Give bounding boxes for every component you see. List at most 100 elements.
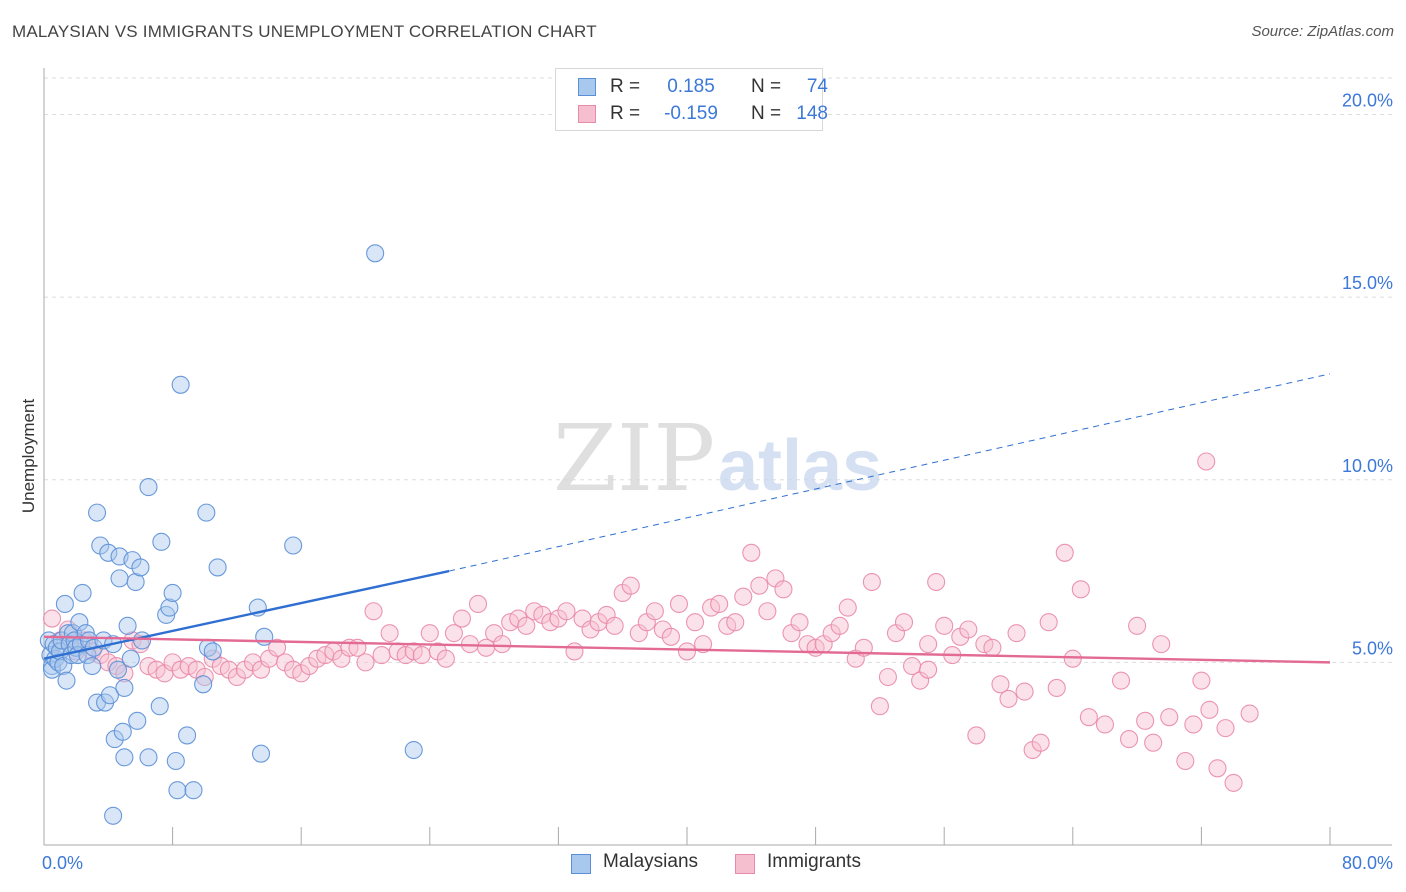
legend-n-label: N = [751,76,782,97]
legend-label-malaysians: Malaysians [603,851,699,872]
immigrants-point [517,616,536,635]
immigrants-point [1192,671,1211,690]
malaysians-point [99,543,118,562]
legend-r-value: -0.159 [664,103,718,124]
y-tick-label: 20.0% [1342,91,1393,111]
immigrants-point [1063,649,1082,668]
malaysians-point [70,613,89,632]
immigrants-points [42,452,1259,792]
legend-r-label: R = [610,103,641,124]
immigrants-point [927,572,946,592]
immigrants-point [669,594,689,613]
immigrants-point [1007,624,1026,643]
immigrants-point [1200,700,1219,719]
immigrants-point [645,602,664,621]
malaysians-point [160,598,179,617]
immigrants-point [750,576,769,595]
immigrants-point [1208,759,1227,778]
immigrants-point [1071,580,1090,599]
malaysians-point [152,532,171,551]
immigrants-point [557,602,576,621]
immigrants-point [1160,708,1179,727]
immigrants-point [677,642,697,661]
immigrants-point [1144,733,1163,752]
malaysians-point [208,558,227,577]
malaysians-point [73,583,92,603]
immigrants-point [685,613,705,632]
malaysians-point [139,478,158,497]
malaysians-point [121,649,140,668]
immigrants-point [1031,733,1050,752]
immigrants-point [468,594,488,613]
immigrants-trend-line [43,635,1331,664]
immigrants-point [444,624,463,643]
legend-swatch-blue [578,78,596,96]
immigrants-point [420,624,439,643]
immigrants-point [1079,708,1098,727]
malaysians-point [126,572,145,592]
malaysians-point [251,744,271,763]
y-axis-title: Unemployment [19,399,38,514]
immigrants-point [1184,715,1203,734]
immigrants-point [621,576,640,595]
malaysians-point [128,711,147,730]
legend-n-value: 148 [796,103,828,124]
immigrants-point [412,646,431,665]
immigrants-point [452,609,472,628]
immigrants-point [734,587,753,606]
immigrants-point [919,635,938,654]
malaysians-point [57,671,76,690]
malaysians-point [110,569,129,588]
immigrants-point [919,660,938,679]
legend-swatch-blue [571,854,591,874]
immigrants-point [959,620,978,639]
malaysians-trend-line [43,569,450,660]
immigrants-point [356,653,375,672]
malaysians-point [113,722,132,741]
malaysians-point [104,806,123,825]
immigrants-point [742,543,761,562]
immigrants-point [1152,635,1171,654]
malaysians-point [42,660,62,679]
immigrants-point [1240,704,1259,723]
immigrants-point [605,616,624,635]
legend-label-immigrants: Immigrants [767,851,861,872]
malaysians-point [118,616,137,635]
immigrants-point [710,594,729,613]
immigrants-point [493,635,512,654]
malaysians-point [171,375,190,394]
malaysians-point [255,627,274,646]
immigrants-point [268,638,287,657]
malaysians-point [178,726,197,745]
immigrants-point [1095,715,1114,734]
immigrants-point [1047,678,1066,697]
malaysians-point [100,686,119,705]
grid-lines [44,77,1392,663]
immigrants-point [862,572,881,592]
legend-r-label: R = [610,76,641,97]
immigrants-point [878,667,897,687]
malaysians-point [184,781,203,800]
immigrants-point [1128,616,1147,635]
malaysians-point [168,781,187,800]
watermark-atlas: atlas [718,426,882,506]
legend-r-value: 0.185 [667,76,715,97]
legend-n-label: N = [751,103,782,124]
immigrants-point [983,638,1002,657]
malaysians-point [150,697,169,716]
malaysians-point [133,631,152,650]
immigrants-point [870,697,889,716]
immigrants-point [380,624,399,643]
immigrants-point [195,667,214,687]
malaysians-point [83,656,102,676]
malaysians-point [194,675,213,694]
immigrants-point [1216,719,1235,738]
immigrants-point [830,616,849,635]
immigrants-point [758,602,777,621]
series-legend: Malaysians Immigrants [0,851,1406,877]
immigrants-point [999,689,1018,708]
malaysians-point [203,642,222,661]
immigrants-point [436,649,455,668]
immigrants-point [1120,730,1139,749]
legend-n-value: 74 [806,76,828,97]
